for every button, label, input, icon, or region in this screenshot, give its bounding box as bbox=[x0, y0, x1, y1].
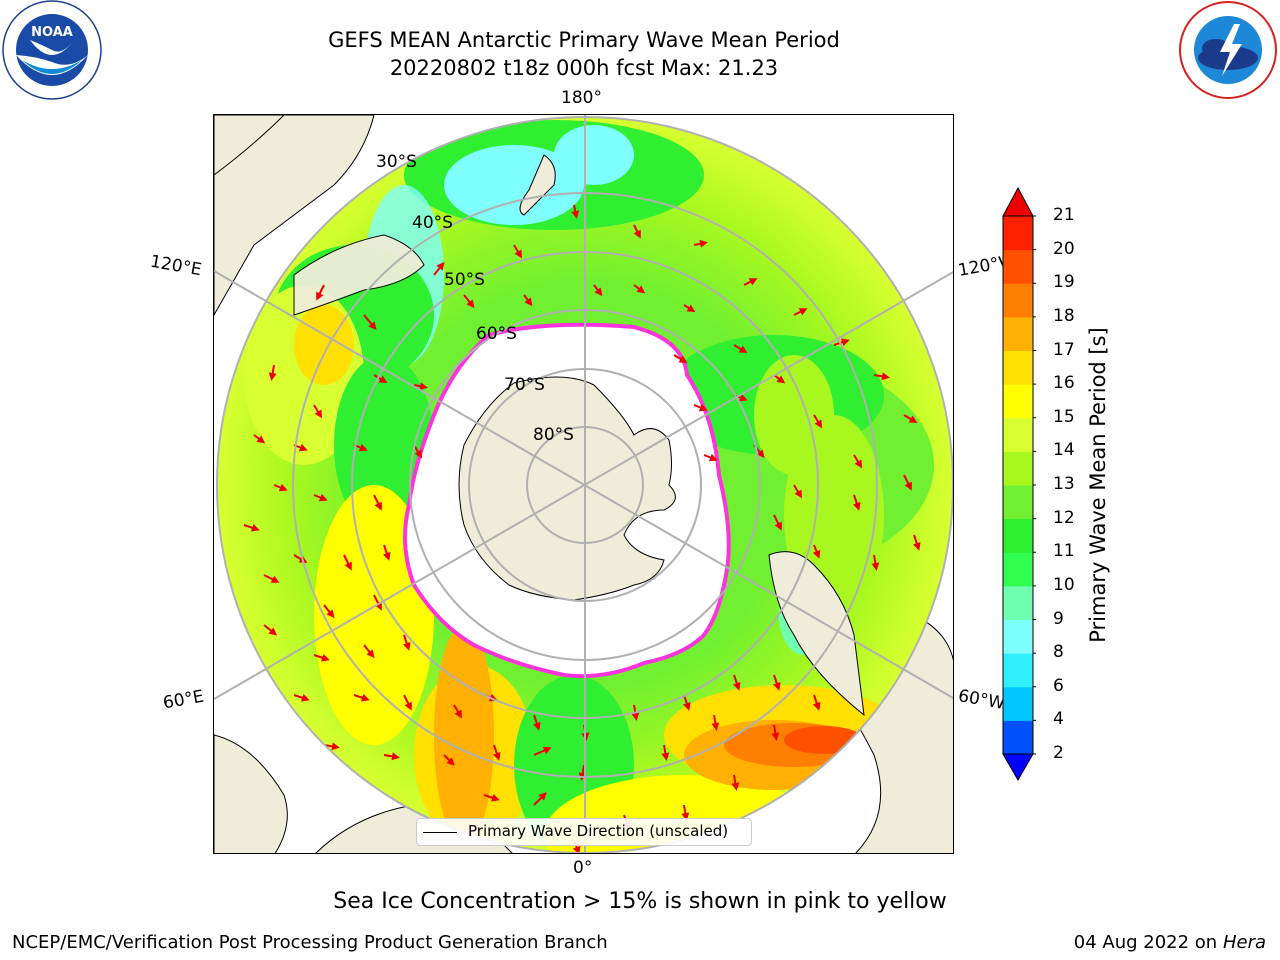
lat-label-50s: 50°S bbox=[444, 270, 485, 290]
colorbar-segment bbox=[1003, 451, 1033, 486]
colorbar-tick-label: 2 bbox=[1053, 743, 1064, 763]
colorbar-segment bbox=[1003, 518, 1033, 553]
lon-label-120e: 120°E bbox=[148, 251, 204, 281]
wave-direction-arrows bbox=[243, 204, 921, 853]
map-panel bbox=[213, 114, 954, 854]
colorbar-tick-label: 14 bbox=[1053, 440, 1075, 461]
map-legend: Primary Wave Direction (unscaled) bbox=[416, 818, 752, 846]
colorbar-segment bbox=[1003, 619, 1033, 654]
colorbar-tick-label: 10 bbox=[1053, 574, 1075, 595]
colorbar-segment bbox=[1003, 485, 1033, 520]
lat-label-80s: 80°S bbox=[533, 425, 574, 445]
footer-date-text: 04 Aug 2022 on bbox=[1073, 932, 1218, 953]
colorbar-tick-label: 12 bbox=[1053, 507, 1075, 528]
footer-credit: NCEP/EMC/Verification Post Processing Pr… bbox=[12, 932, 608, 953]
colorbar-tick-label: 21 bbox=[1053, 205, 1075, 225]
colorbar-label: Primary Wave Mean Period [s] bbox=[1086, 327, 1110, 643]
graticule bbox=[214, 115, 953, 853]
colorbar-tick-label: 13 bbox=[1053, 474, 1075, 494]
colorbar-segment bbox=[1003, 283, 1033, 318]
chart-subtitle: 20220802 t18z 000h fcst Max: 21.23 bbox=[389, 56, 779, 80]
colorbar-tick-label: 15 bbox=[1053, 406, 1075, 427]
colorbar-tick-label: 11 bbox=[1053, 541, 1075, 562]
colorbar-tick-label: 18 bbox=[1053, 305, 1075, 326]
lat-label-30s: 30°S bbox=[376, 152, 417, 172]
footer-machine: Hera bbox=[1222, 932, 1266, 953]
svg-text:NOAA: NOAA bbox=[31, 25, 73, 40]
colorbar-segment bbox=[1003, 417, 1033, 452]
chart-title: GEFS MEAN Antarctic Primary Wave Mean Pe… bbox=[328, 28, 840, 52]
legend-line-swatch bbox=[423, 832, 457, 833]
colorbar-tick-label: 17 bbox=[1053, 339, 1075, 360]
noaa-logo: NOAA bbox=[0, 0, 104, 104]
nws-logo bbox=[1176, 0, 1280, 100]
lon-label-60w: 60°W bbox=[956, 686, 1007, 714]
colorbar-segment bbox=[1003, 350, 1033, 385]
lat-label-60s: 60°S bbox=[476, 324, 517, 344]
colorbar-segment bbox=[1003, 653, 1033, 688]
colorbar-segment bbox=[1003, 316, 1033, 351]
lon-label-0: 0° bbox=[573, 858, 593, 878]
colorbar-tick-label: 4 bbox=[1053, 709, 1064, 730]
colorbar bbox=[1002, 186, 1036, 782]
lon-label-180: 180° bbox=[561, 88, 602, 108]
footer-date: 04 Aug 2022 on Hera bbox=[1074, 932, 1266, 953]
lat-label-40s: 40°S bbox=[412, 213, 453, 233]
lat-label-70s: 70°S bbox=[504, 375, 545, 395]
polar-map bbox=[214, 115, 953, 853]
colorbar-segment bbox=[1003, 552, 1033, 587]
legend-label: Primary Wave Direction (unscaled) bbox=[468, 822, 729, 840]
colorbar-segment bbox=[1003, 249, 1033, 284]
colorbar-tick-label: 6 bbox=[1053, 675, 1064, 696]
colorbar-tick-label: 16 bbox=[1053, 373, 1075, 394]
colorbar-segment bbox=[1003, 720, 1033, 755]
antarctica bbox=[458, 376, 676, 601]
colorbar-tick-label: 9 bbox=[1053, 608, 1064, 629]
colorbar-segment bbox=[1003, 384, 1033, 419]
sea-ice-note: Sea Ice Concentration > 15% is shown in … bbox=[333, 889, 947, 914]
colorbar-segment bbox=[1003, 686, 1033, 721]
colorbar-segment bbox=[1003, 585, 1033, 620]
colorbar-tick-label: 8 bbox=[1053, 642, 1064, 663]
lon-label-60e: 60°E bbox=[161, 686, 206, 714]
colorbar-tick-label: 19 bbox=[1053, 272, 1075, 293]
colorbar-segment bbox=[1003, 216, 1033, 251]
colorbar-tick-label: 20 bbox=[1053, 238, 1075, 259]
